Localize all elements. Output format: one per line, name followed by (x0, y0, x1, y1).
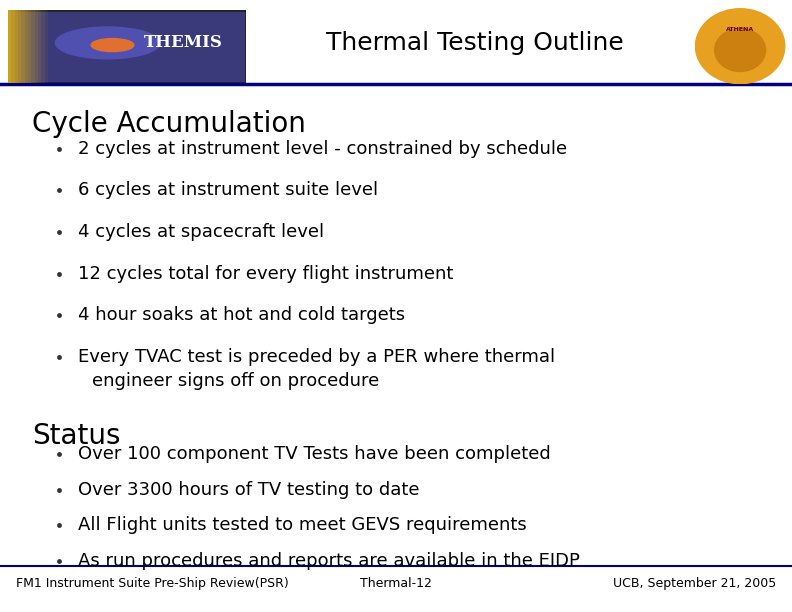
Bar (41, 10, 44, 83)
Text: engineer signs off on procedure: engineer signs off on procedure (92, 372, 379, 390)
Text: 12 cycles total for every flight instrument: 12 cycles total for every flight instrum… (78, 264, 453, 283)
Bar (44, 10, 48, 83)
Bar (74, 10, 78, 83)
Text: FM1 Instrument Suite Pre-Ship Review(PSR): FM1 Instrument Suite Pre-Ship Review(PSR… (16, 577, 288, 590)
Bar (28, 10, 31, 83)
Bar (14, 10, 18, 83)
Circle shape (714, 29, 766, 72)
Bar (11, 10, 14, 83)
Bar (31, 10, 35, 83)
Bar (78, 10, 81, 83)
Text: All Flight units tested to meet GEVS requirements: All Flight units tested to meet GEVS req… (78, 516, 527, 534)
Bar (81, 10, 85, 83)
Bar (48, 10, 51, 83)
Circle shape (55, 27, 160, 59)
Text: 2 cycles at instrument level - constrained by schedule: 2 cycles at instrument level - constrain… (78, 140, 567, 158)
Text: 4 cycles at spacecraft level: 4 cycles at spacecraft level (78, 223, 324, 241)
Bar (64, 10, 68, 83)
Text: Over 3300 hours of TV testing to date: Over 3300 hours of TV testing to date (78, 480, 419, 499)
Text: As run procedures and reports are available in the EIDP: As run procedures and reports are availa… (78, 551, 580, 570)
Bar (71, 10, 74, 83)
Bar (85, 10, 88, 83)
Bar (58, 10, 61, 83)
Text: Over 100 component TV Tests have been completed: Over 100 component TV Tests have been co… (78, 445, 550, 463)
Text: 4 hour soaks at hot and cold targets: 4 hour soaks at hot and cold targets (78, 306, 405, 324)
Text: THEMIS: THEMIS (144, 34, 223, 51)
Text: Every TVAC test is preceded by a PER where thermal: Every TVAC test is preceded by a PER whe… (78, 348, 554, 366)
Bar (25, 10, 28, 83)
Text: ATHENA: ATHENA (726, 27, 754, 32)
Text: Thermal-12: Thermal-12 (360, 577, 432, 590)
Text: Thermal Testing Outline: Thermal Testing Outline (326, 31, 624, 55)
Bar (51, 10, 55, 83)
Text: Status: Status (32, 422, 120, 450)
Bar (38, 10, 41, 83)
Bar (61, 10, 64, 83)
Text: Cycle Accumulation: Cycle Accumulation (32, 110, 306, 138)
FancyBboxPatch shape (8, 10, 246, 83)
Text: UCB, September 21, 2005: UCB, September 21, 2005 (613, 577, 776, 590)
Bar (18, 10, 21, 83)
Bar (21, 10, 25, 83)
Circle shape (695, 9, 785, 84)
Circle shape (91, 39, 134, 51)
Bar (8, 10, 11, 83)
Bar (68, 10, 71, 83)
Bar (88, 10, 91, 83)
Bar (55, 10, 58, 83)
Text: 6 cycles at instrument suite level: 6 cycles at instrument suite level (78, 181, 378, 200)
Bar (35, 10, 38, 83)
